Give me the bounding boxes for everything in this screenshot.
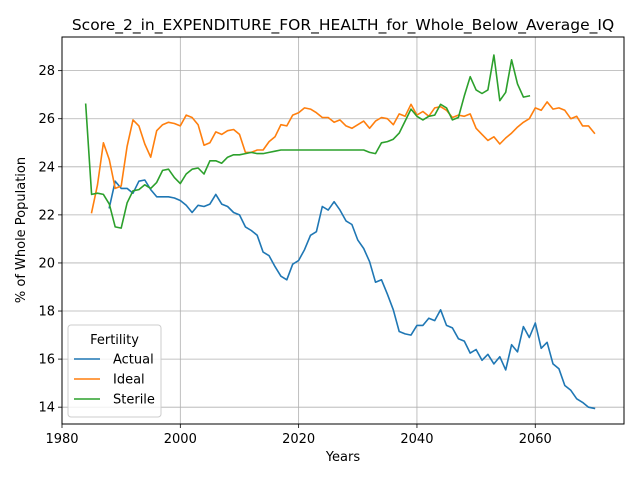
y-tick-label: 22 xyxy=(38,208,55,223)
legend-label-sterile: Sterile xyxy=(113,393,155,408)
x-axis-label: Years xyxy=(325,450,361,465)
y-tick-label: 24 xyxy=(38,160,55,175)
x-tick-label: 2000 xyxy=(164,432,197,447)
legend-label-ideal: Ideal xyxy=(113,373,145,388)
chart-title: Score_2_in_EXPENDITURE_FOR_HEALTH_for_Wh… xyxy=(72,16,614,35)
plot-frame xyxy=(61,36,625,425)
x-tick-label: 1980 xyxy=(45,432,78,447)
series-line-sterile xyxy=(84,54,531,229)
y-tick-label: 26 xyxy=(38,112,55,127)
y-tick-label: 14 xyxy=(38,401,55,416)
legend-frame xyxy=(67,324,162,418)
legend-title: Fertility xyxy=(90,333,139,348)
x-tick-label: 2060 xyxy=(519,432,552,447)
legend-label-actual: Actual xyxy=(113,353,154,368)
x-axis-ticks: 1980 2000 2020 2040 2060 xyxy=(45,424,552,447)
x-tick-label: 2040 xyxy=(400,432,433,447)
series-line-ideal xyxy=(90,101,596,214)
legend: Fertility Actual Ideal Sterile xyxy=(67,324,162,418)
y-tick-label: 20 xyxy=(38,256,55,271)
y-tick-label: 28 xyxy=(38,64,55,79)
y-axis-ticks: 14 16 18 20 22 24 26 28 xyxy=(38,64,62,416)
series-layer xyxy=(84,54,596,410)
series-line-actual xyxy=(108,179,596,410)
y-tick-label: 18 xyxy=(38,305,55,320)
y-axis-label: % of Whole Population xyxy=(14,157,29,303)
x-tick-label: 2020 xyxy=(282,432,315,447)
y-tick-label: 16 xyxy=(38,353,55,368)
